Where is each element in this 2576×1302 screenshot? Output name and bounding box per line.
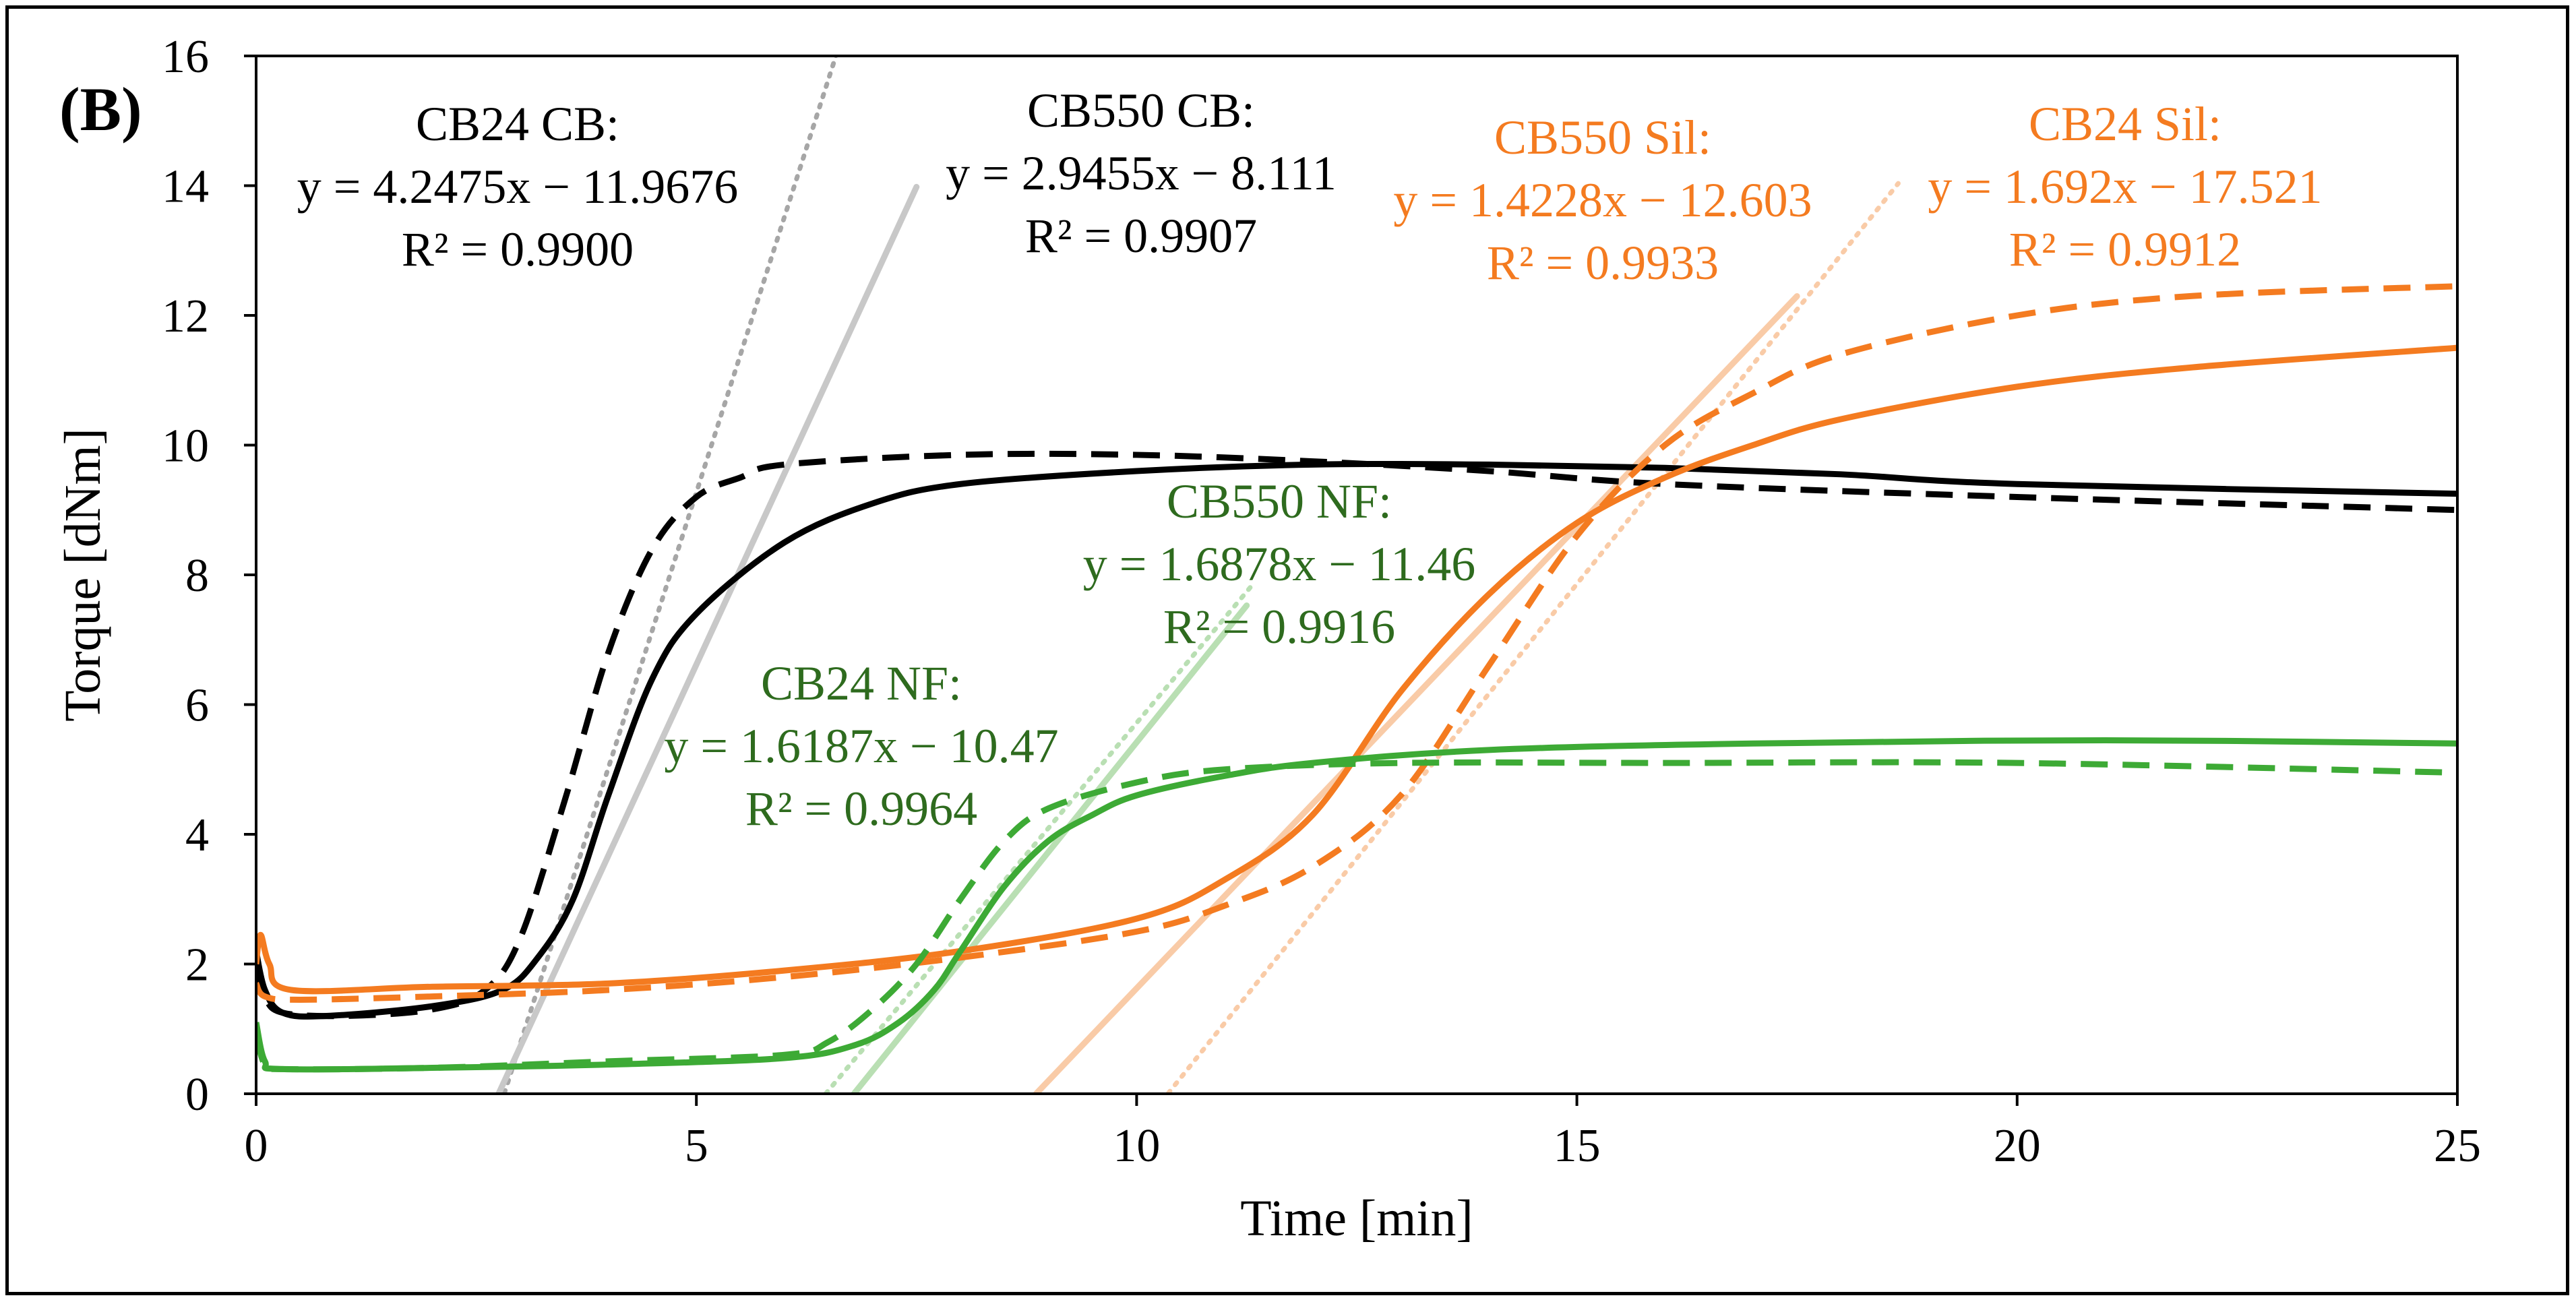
y-tick-label: 16 (162, 31, 209, 83)
series-line-2 (256, 450, 2457, 1020)
annotation-cb550cb: CB550 CB: y = 2.9455x − 8.111 R² = 0.9907 (946, 84, 1337, 263)
annotation-line: CB24 NF: (761, 656, 962, 710)
annotation-cb24sil: CB24 Sil: y = 1.692x − 17.521 R² = 0.9912 (1928, 97, 2322, 276)
series-line-3 (256, 344, 2457, 995)
annotation-line: R² = 0.9964 (745, 782, 977, 836)
trendline-layer (495, 56, 1901, 1094)
y-tick-label: 0 (185, 1069, 209, 1121)
torque-time-chart: (B) 0 5 10 15 20 25 0 2 4 6 8 10 12 14 16 Time [min] T… (55, 31, 2481, 1247)
annotation-line: R² = 0.9933 (1487, 236, 1719, 290)
y-tick-label: 8 (185, 550, 209, 602)
annotation-line: y = 4.2475x − 11.9676 (297, 160, 739, 214)
trendline-cb550-sil (1033, 293, 1800, 1094)
x-tick-label: 5 (685, 1120, 708, 1172)
annotation-cb24cb: CB24 CB: y = 4.2475x − 11.9676 R² = 0.9900 (297, 97, 739, 276)
x-tick-label: 0 (245, 1120, 268, 1172)
trendline-cb24-nf (823, 584, 1254, 1094)
x-tick-label: 15 (1554, 1120, 1601, 1172)
x-tick-label: 25 (2434, 1120, 2481, 1172)
annotation-line: R² = 0.9907 (1025, 209, 1257, 263)
annotation-line: y = 2.9455x − 8.111 (946, 146, 1337, 200)
y-tick-label: 6 (185, 680, 209, 732)
annotation-line: CB24 CB: (416, 97, 619, 151)
annotation-line: CB24 Sil: (2029, 97, 2221, 151)
annotation-line: y = 1.4228x − 12.603 (1393, 173, 1812, 227)
panel-label: (B) (59, 75, 142, 144)
annotation-cb24nf: CB24 NF: y = 1.6187x − 10.47 R² = 0.9964 (664, 656, 1058, 836)
annotation-line: CB550 Sil: (1494, 111, 1711, 164)
annotation-line: CB550 CB: (1027, 84, 1255, 137)
series-layer (256, 283, 2457, 1073)
annotation-line: R² = 0.9912 (2009, 222, 2241, 276)
annotation-line: R² = 0.9900 (402, 222, 634, 276)
annotation-layer: CB24 CB: y = 4.2475x − 11.9676 R² = 0.9900… (297, 84, 2323, 836)
y-tick-label: 12 (162, 290, 209, 342)
series-line-4 (256, 283, 2457, 1003)
annotation-line: R² = 0.9916 (1163, 600, 1395, 654)
trendline-cb24-sil (1165, 181, 1901, 1094)
series-line-6 (256, 759, 2457, 1073)
annotation-line: CB550 NF: (1167, 474, 1392, 528)
x-tick-label: 20 (1994, 1120, 2041, 1172)
trendline-cb550-cb (495, 183, 920, 1094)
chart-frame: (B) 0 5 10 15 20 25 0 2 4 6 8 10 12 14 16 Time [min] T… (5, 5, 2569, 1295)
annotation-cb550sil: CB550 Sil: y = 1.4228x − 12.603 R² = 0.993… (1393, 111, 1812, 290)
y-tick-label: 2 (185, 939, 209, 991)
series-line-1 (256, 460, 2457, 1020)
x-tick-label: 10 (1113, 1120, 1160, 1172)
x-axis-title: Time [min] (1240, 1190, 1473, 1247)
y-tick-label: 10 (162, 421, 209, 472)
annotation-line: y = 1.692x − 17.521 (1928, 160, 2322, 214)
annotation-line: y = 1.6187x − 10.47 (664, 719, 1058, 773)
trendline-cb550-nf (851, 602, 1250, 1094)
annotation-cb550nf: CB550 NF: y = 1.6878x − 11.46 R² = 0.9916 (1083, 474, 1476, 654)
y-tick-label: 4 (185, 809, 209, 861)
annotation-line: y = 1.6878x − 11.46 (1083, 537, 1476, 591)
y-tick-label: 14 (162, 161, 209, 213)
tick-layer: 0 5 10 15 20 25 0 2 4 6 8 10 12 14 16 (162, 31, 2481, 1172)
y-axis-title: Torque [dNm] (55, 428, 111, 722)
